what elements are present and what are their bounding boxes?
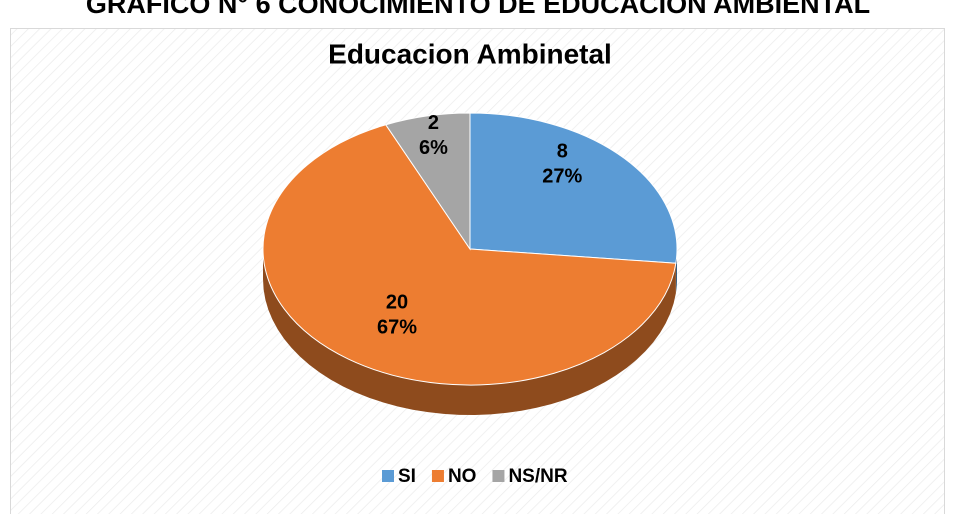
data-label-percent: 6%	[419, 137, 448, 159]
chart-title: Educacion Ambinetal	[328, 38, 612, 69]
data-label-percent: 67%	[377, 316, 417, 338]
slice	[385, 112, 471, 251]
legend: SI NO NS/NR	[382, 466, 568, 487]
slice	[469, 112, 678, 264]
slice	[262, 124, 677, 386]
data-label-value: 20	[386, 291, 408, 313]
legend-label: NO	[448, 466, 477, 487]
legend-label: NS/NR	[508, 466, 567, 487]
legend-swatch	[382, 470, 394, 482]
pie: 8 27% 20 67% 2 6%	[262, 112, 678, 415]
slice-side	[263, 249, 676, 415]
data-label-percent: 27%	[542, 166, 582, 188]
legend-label: SI	[398, 466, 416, 487]
legend-swatch	[492, 470, 505, 482]
data-label-value: 8	[557, 141, 568, 163]
legend-swatch	[431, 470, 444, 482]
data-label-value: 2	[428, 112, 439, 134]
page-heading: GRAFICO N° 6 CONOCIMIENTO DE EDUCACION A…	[86, 0, 870, 19]
